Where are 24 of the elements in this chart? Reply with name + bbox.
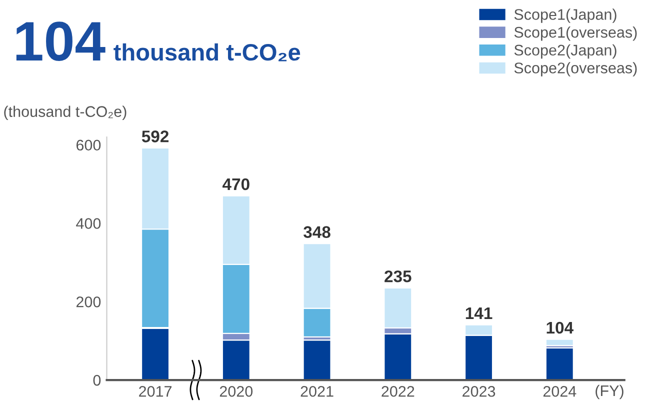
x-tick-label: 2024 <box>543 386 576 397</box>
chart-title: 104 <box>16 22 106 61</box>
total-label: 592 <box>142 130 169 142</box>
x-tick-label: 2020 <box>220 386 253 397</box>
legend-label: Scope2(overseas) <box>514 62 637 76</box>
x-tick-label: 2017 <box>139 386 172 397</box>
total-label: 348 <box>304 226 330 238</box>
y-tick-label: 200 <box>76 296 101 308</box>
y-tick-label: 0 <box>93 374 101 386</box>
x-axis-title: (FY) <box>596 384 624 400</box>
x-tick-label: 2022 <box>382 386 414 397</box>
total-label: 141 <box>466 307 492 319</box>
x-tick-label: 2023 <box>462 386 496 397</box>
y-tick-label: 600 <box>76 140 101 151</box>
legend-label: Scope2(Japan) <box>514 44 616 59</box>
total-label: 104 <box>546 322 574 334</box>
y-axis-title: (thousand t-CO₂e) <box>4 106 126 120</box>
legend-label: Scope1(overseas) <box>514 26 637 41</box>
chart-subtitle: thousand t-CO₂e <box>114 43 300 62</box>
legend-label: Scope1(Japan) <box>514 8 616 23</box>
total-label: 235 <box>384 270 412 282</box>
x-tick-label: 2021 <box>300 386 334 397</box>
y-tick-label: 400 <box>76 218 101 229</box>
total-label: 470 <box>222 178 250 190</box>
